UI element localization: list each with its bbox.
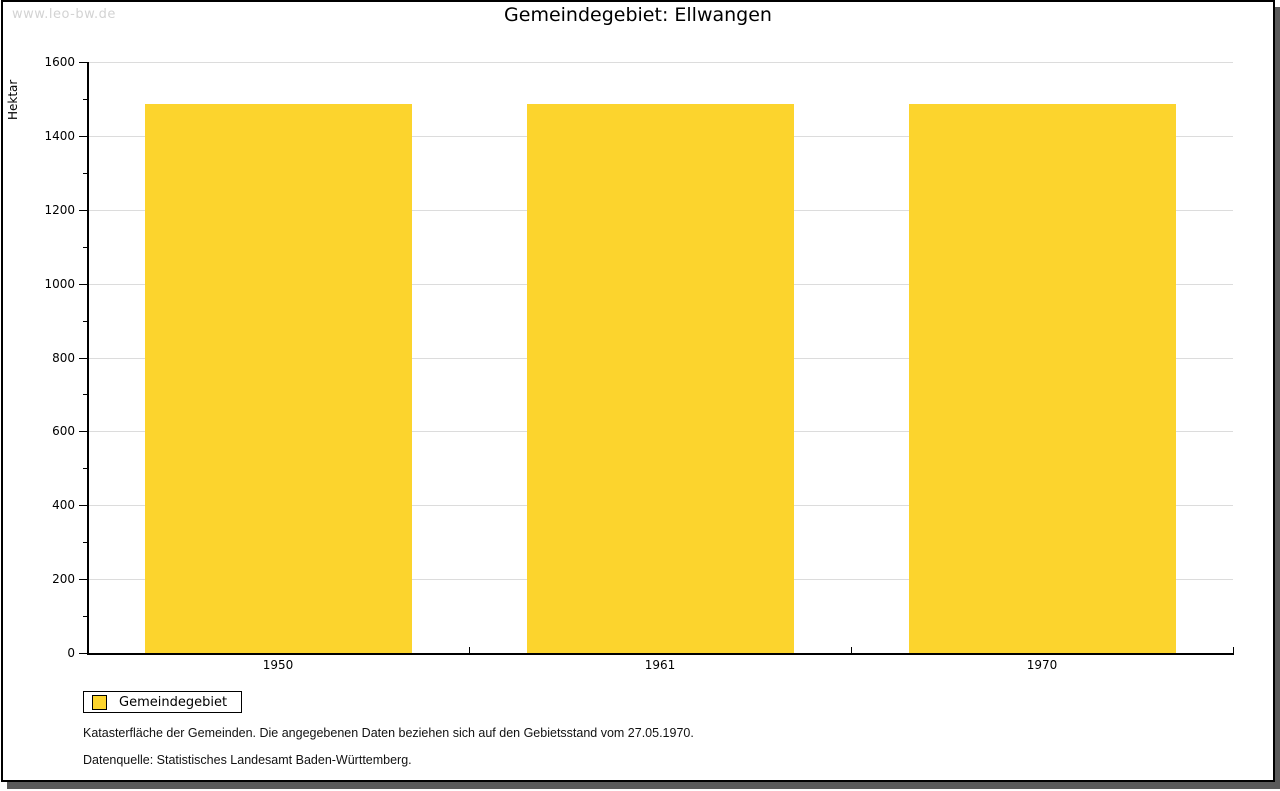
y-minor-tick-100 [83,616,87,617]
x-boundary-tick-1 [469,647,470,653]
x-axis-end-tick [1233,647,1234,654]
footnote-data-source: Datenquelle: Statistisches Landesamt Bad… [83,753,412,767]
bar-1970[interactable] [909,104,1176,653]
y-minor-tick-300 [83,542,87,543]
y-tick-800 [79,358,87,359]
y-tick-label-1200: 1200 [44,203,75,217]
x-boundary-tick-2 [851,647,852,653]
y-tick-0 [79,653,87,654]
y-tick-600 [79,431,87,432]
bar-chart-plot-area: 0 200 400 600 800 1000 1200 1400 1600 1950 1961 197… [3,2,1273,780]
chart-title: Gemeindegebiet: Ellwangen [504,4,772,26]
y-tick-label-800: 800 [52,351,75,365]
y-minor-tick-1300 [83,173,87,174]
y-tick-label-0: 0 [67,646,75,660]
bar-1950[interactable] [145,104,412,653]
y-minor-tick-700 [83,394,87,395]
legend-label: Gemeindegebiet [119,694,228,710]
y-minor-tick-500 [83,468,87,469]
y-tick-200 [79,579,87,580]
site-watermark: www.leo-bw.de [12,7,116,22]
x-tick-label-1961: 1961 [644,658,676,672]
legend: Gemeindegebiet [83,691,243,713]
x-axis-line [87,653,1234,655]
y-tick-label-600: 600 [52,424,75,438]
gridline-1600 [87,62,1233,63]
y-minor-tick-900 [83,321,87,322]
y-tick-label-400: 400 [52,498,75,512]
y-tick-label-200: 200 [52,572,75,586]
y-tick-1200 [79,210,87,211]
y-tick-400 [79,505,87,506]
y-tick-label-1000: 1000 [44,277,75,291]
y-tick-1400 [79,136,87,137]
y-minor-tick-1500 [83,99,87,100]
footnote-source-note: Katasterfläche der Gemeinden. Die angege… [83,726,694,740]
y-tick-1600 [79,62,87,63]
y-tick-label-1400: 1400 [44,129,75,143]
y-tick-1000 [79,284,87,285]
y-tick-label-1600: 1600 [44,55,75,69]
x-tick-label-1950: 1950 [262,658,294,672]
legend-swatch-gemeindegebiet [92,694,107,710]
y-minor-tick-1100 [83,247,87,248]
x-tick-label-1970: 1970 [1026,658,1058,672]
y-axis-line [87,62,89,655]
bar-1961[interactable] [527,104,794,653]
